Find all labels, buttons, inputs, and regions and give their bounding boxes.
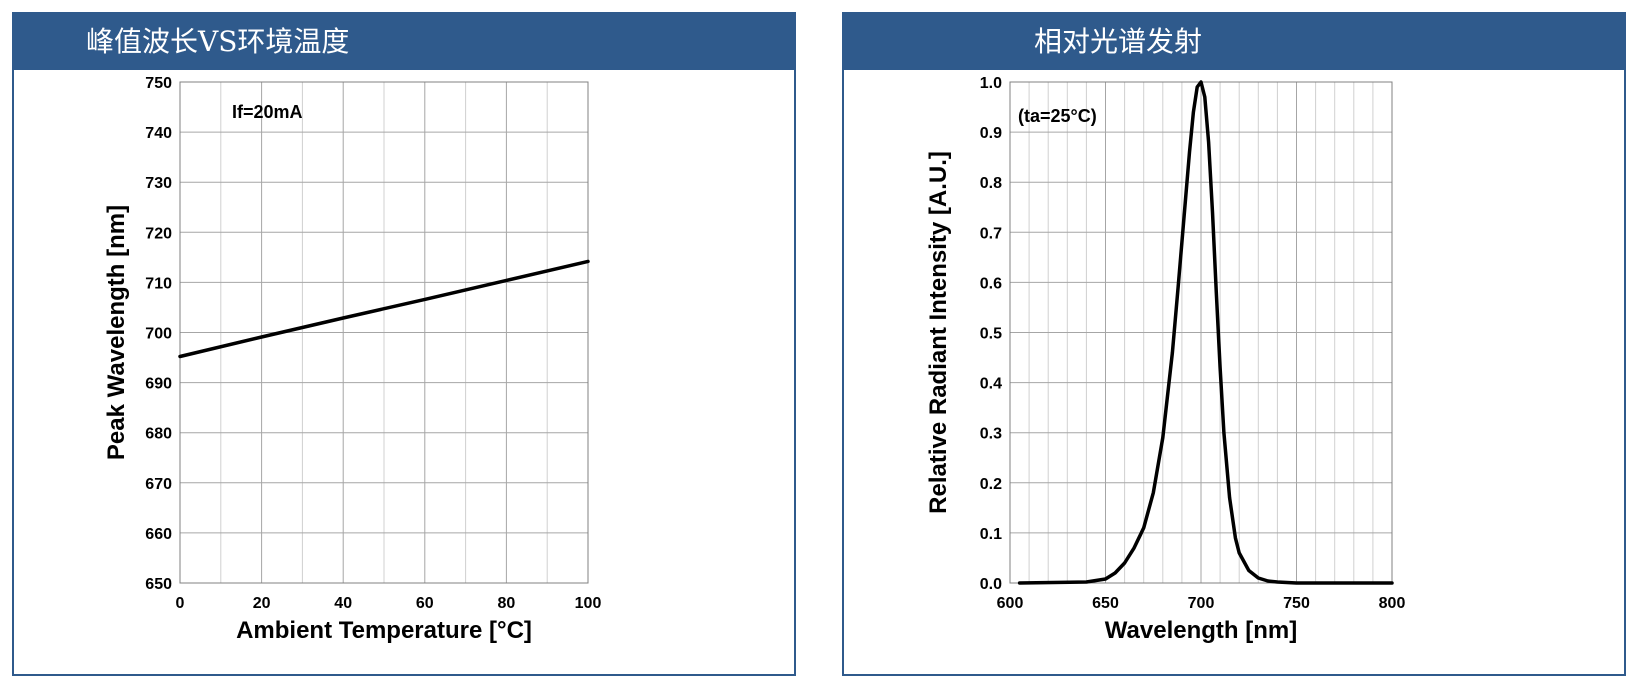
y-tick-label: 660 [145,526,172,543]
y-tick-label: 700 [145,326,172,343]
chart-annotation: If=20mA [232,102,303,122]
x-tick-label: 40 [334,595,352,612]
y-tick-label: 0.2 [980,476,1002,493]
y-tick-label: 670 [145,476,172,493]
y-tick-label: 1.0 [980,75,1002,92]
x-tick-label: 750 [1283,595,1310,612]
x-tick-label: 100 [575,595,602,612]
x-tick-label: 80 [498,595,516,612]
y-tick-label: 0.5 [980,326,1002,343]
y-tick-label: 0.9 [980,125,1002,142]
y-axis-label: Relative Radiant Intensity [A.U.] [925,151,952,514]
y-tick-label: 730 [145,175,172,192]
x-tick-label: 700 [1188,595,1215,612]
series-line [178,259,590,359]
panel-title: 相对光谱发射 [844,14,1624,70]
x-tick-label: 20 [253,595,271,612]
panel-relative-spectrum: 相对光谱发射 0.0 0.1 0.2 0.3 0.4 0.5 0.6 0.7 0.8 0.9 1.0… [842,12,1626,676]
y-tick-label: 750 [145,75,172,92]
y-tick-label: 720 [145,225,172,242]
y-axis-label: Peak Wavelength [nm] [103,205,130,460]
y-tick-label: 0.4 [980,376,1002,393]
x-tick-label: 600 [997,595,1024,612]
relative-spectrum-chart: 0.0 0.1 0.2 0.3 0.4 0.5 0.6 0.7 0.8 0.9 1.0 600 650 7… [925,75,1406,644]
y-tick-label: 0.8 [980,175,1002,192]
y-tick-label: 0.0 [980,576,1002,593]
peak-wavelength-chart: 650 660 670 680 690 700 710 720 730 740 750 0 20 40 60… [103,75,602,644]
y-tick-label: 650 [145,576,172,593]
x-axis-label: Wavelength [nm] [1105,617,1297,644]
panel-title: 峰值波长VS环境温度 [14,14,794,70]
y-tick-label: 0.1 [980,526,1002,543]
x-tick-label: 60 [416,595,434,612]
y-tick-label: 0.7 [980,225,1002,242]
y-tick-label: 680 [145,426,172,443]
x-tick-label: 650 [1092,595,1119,612]
plot-frame [179,81,589,584]
y-tick-label: 0.6 [980,275,1002,292]
x-axis-label: Ambient Temperature [°C] [236,617,532,644]
y-tick-label: 710 [145,275,172,292]
y-tick-label: 0.3 [980,426,1002,443]
y-tick-label: 690 [145,376,172,393]
x-tick-label: 800 [1379,595,1406,612]
series-line [1017,80,1394,585]
x-tick-label: 0 [176,595,185,612]
y-tick-label: 740 [145,125,172,142]
chart-annotation: (ta=25°C) [1018,106,1097,126]
panel-peak-wavelength: 峰值波长VS环境温度 650 660 670 680 690 700 710 720 730 74… [12,12,796,676]
